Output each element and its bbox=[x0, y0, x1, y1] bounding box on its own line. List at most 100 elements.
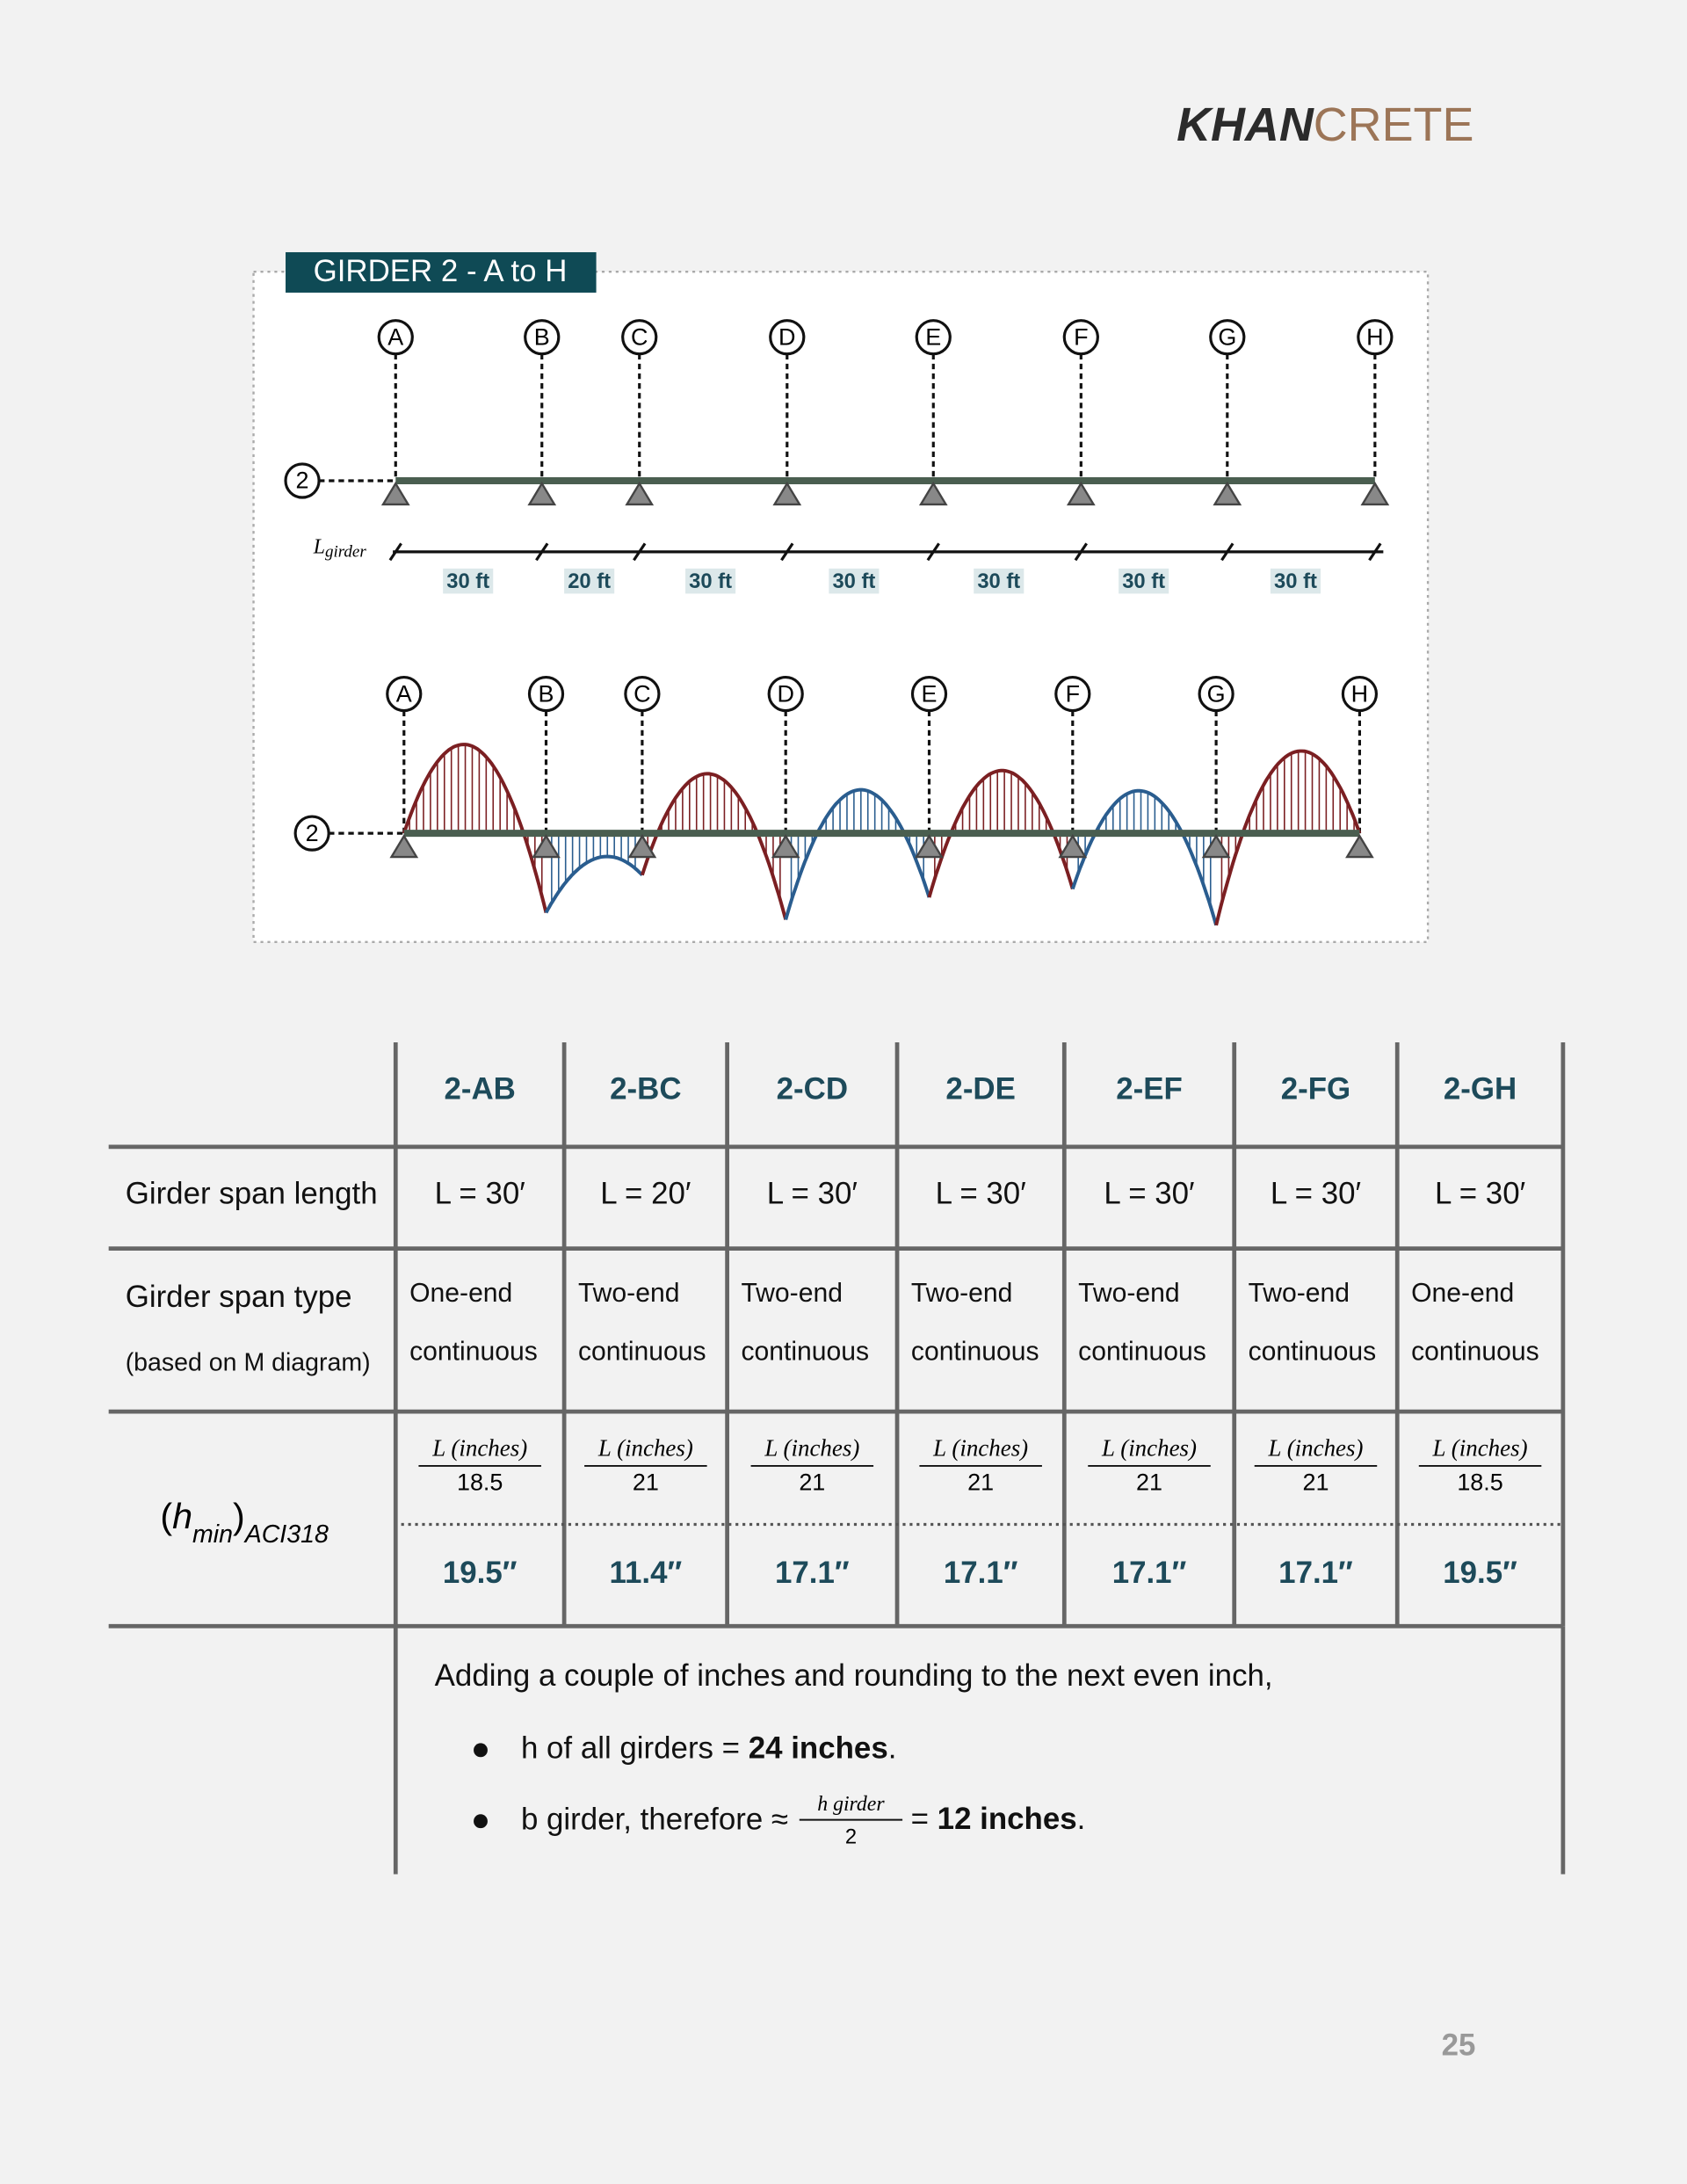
formula-den: 21 bbox=[799, 1469, 825, 1496]
span-length: L = 20′ bbox=[600, 1177, 691, 1211]
grid-bubble bbox=[1357, 319, 1394, 356]
h-min-value: 17.1″ bbox=[944, 1556, 1018, 1590]
frac-num: h girder bbox=[817, 1793, 885, 1816]
span-label: 30 ft bbox=[977, 570, 1020, 593]
span-type: continuous bbox=[1078, 1337, 1206, 1366]
support bbox=[380, 481, 410, 506]
span-label-bg bbox=[1270, 568, 1321, 594]
support bbox=[772, 481, 802, 506]
dimension-tick bbox=[926, 542, 940, 562]
row-label: (hmin)ACI318 bbox=[160, 1496, 329, 1549]
bullet bbox=[474, 1743, 488, 1758]
grid-bubble bbox=[386, 675, 423, 713]
span-type: continuous bbox=[1411, 1337, 1539, 1366]
span-type: continuous bbox=[578, 1337, 706, 1366]
sub: min bbox=[192, 1520, 233, 1549]
span-type: continuous bbox=[409, 1337, 538, 1366]
grid-label: B bbox=[539, 680, 554, 707]
span-length: L = 30′ bbox=[1271, 1177, 1361, 1211]
span-label-bg bbox=[1119, 568, 1169, 594]
grid-bubble bbox=[910, 675, 948, 713]
grid-bubble bbox=[621, 319, 658, 356]
brand: KHANCRETE bbox=[1177, 98, 1473, 151]
grid-label: E bbox=[922, 680, 938, 707]
grid-bubble bbox=[1198, 675, 1234, 713]
figure-title: GIRDER 2 - A to H bbox=[314, 254, 568, 288]
figure-title-bg bbox=[286, 251, 597, 293]
formula-den: 21 bbox=[633, 1469, 659, 1496]
grid-bubble bbox=[1062, 319, 1099, 356]
moment-curve bbox=[544, 854, 644, 914]
length-label: Lgirder bbox=[313, 536, 367, 562]
h-min-value: 17.1″ bbox=[1278, 1556, 1353, 1590]
span-length: L = 30′ bbox=[767, 1177, 858, 1211]
span-label-bg bbox=[443, 568, 494, 594]
support bbox=[771, 833, 800, 859]
paren: ) bbox=[233, 1496, 245, 1536]
h-min-value: 11.4″ bbox=[610, 1556, 683, 1590]
support bbox=[627, 833, 657, 859]
grid-bubble bbox=[624, 675, 661, 713]
row-bubble bbox=[293, 815, 330, 852]
grid-label: C bbox=[631, 323, 648, 350]
brand-bold: KHAN bbox=[1177, 98, 1314, 151]
row-bubble bbox=[284, 462, 321, 499]
dimension-tick bbox=[780, 542, 794, 562]
support bbox=[1201, 833, 1231, 859]
formula-num: L (inches) bbox=[1432, 1435, 1528, 1462]
support bbox=[532, 833, 561, 859]
support bbox=[1345, 833, 1374, 859]
figure-frame bbox=[252, 270, 1430, 943]
formula-num: L (inches) bbox=[431, 1435, 527, 1462]
frac-den: 2 bbox=[845, 1825, 857, 1849]
h-min-value: 17.1″ bbox=[1112, 1556, 1187, 1590]
span-type: One-end bbox=[409, 1279, 512, 1308]
support bbox=[527, 481, 557, 506]
support bbox=[915, 833, 944, 859]
column-header: 2-BC bbox=[610, 1072, 681, 1107]
grid-label: A bbox=[396, 680, 412, 707]
span-label: 30 ft bbox=[1122, 570, 1165, 593]
support bbox=[1360, 481, 1390, 506]
grid-label: B bbox=[534, 323, 550, 350]
span-type: Two-end bbox=[1078, 1279, 1179, 1308]
dimension-tick bbox=[633, 542, 647, 562]
grid-label: H bbox=[1366, 323, 1383, 350]
paren: ( bbox=[160, 1496, 172, 1536]
h-min-value: 19.5″ bbox=[443, 1556, 518, 1590]
column-header: 2-CD bbox=[777, 1072, 848, 1107]
support bbox=[1066, 481, 1096, 506]
dimension-tick bbox=[1220, 542, 1234, 562]
note-intro: Adding a couple of inches and rounding t… bbox=[435, 1658, 1273, 1693]
row-label: 2 bbox=[296, 468, 309, 494]
support bbox=[625, 481, 655, 506]
length-sub: girder bbox=[325, 543, 366, 562]
dimension-tick bbox=[1074, 542, 1088, 562]
span-label-bg bbox=[974, 568, 1025, 594]
grid-label: H bbox=[1351, 680, 1368, 707]
column-header: 2-EF bbox=[1116, 1072, 1183, 1107]
formula-num: L (inches) bbox=[597, 1435, 693, 1462]
note-bold: 12 inches bbox=[938, 1802, 1077, 1836]
formula-den: 18.5 bbox=[457, 1469, 503, 1496]
span-type: Two-end bbox=[911, 1279, 1012, 1308]
formula-num: L (inches) bbox=[1267, 1435, 1363, 1462]
grid-bubble bbox=[769, 319, 806, 356]
moment-curve bbox=[1214, 749, 1362, 926]
column-header: 2-FG bbox=[1281, 1072, 1350, 1107]
grid-label: G bbox=[1207, 680, 1226, 707]
bullet bbox=[474, 1814, 488, 1829]
span-length: L = 30′ bbox=[435, 1177, 525, 1211]
length-symbol: L bbox=[313, 536, 325, 559]
column-header: 2-GH bbox=[1444, 1072, 1517, 1107]
grid-label: E bbox=[925, 323, 941, 350]
support bbox=[1058, 833, 1088, 859]
grid-bubble bbox=[377, 319, 414, 356]
page-number: 25 bbox=[1442, 2028, 1476, 2062]
formula-num: L (inches) bbox=[1101, 1435, 1197, 1462]
row-label: 2 bbox=[306, 820, 319, 846]
grid-label: A bbox=[387, 323, 403, 350]
symbol: h bbox=[172, 1496, 192, 1536]
